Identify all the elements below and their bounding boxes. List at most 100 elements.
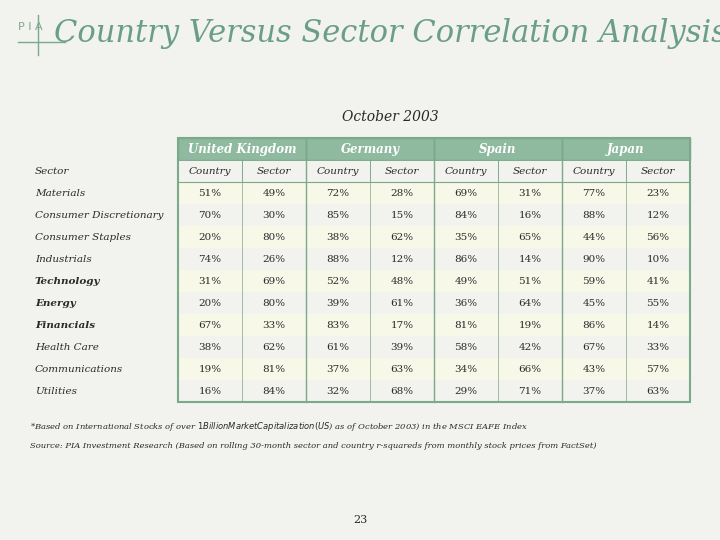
Text: 44%: 44% [582, 233, 606, 241]
Polygon shape [178, 380, 690, 402]
Text: Country Versus Sector Correlation Analysis: Country Versus Sector Correlation Analys… [53, 18, 720, 49]
Text: 84%: 84% [262, 387, 286, 395]
Polygon shape [562, 160, 626, 182]
Text: 49%: 49% [454, 276, 477, 286]
Text: Communications: Communications [35, 364, 123, 374]
Text: 57%: 57% [647, 364, 670, 374]
Text: Technology: Technology [35, 276, 101, 286]
Text: 58%: 58% [454, 342, 477, 352]
Text: Japan: Japan [607, 143, 644, 156]
Polygon shape [626, 160, 690, 182]
Text: 68%: 68% [390, 387, 413, 395]
Text: 63%: 63% [647, 387, 670, 395]
Text: Country: Country [572, 166, 616, 176]
Text: 72%: 72% [326, 188, 350, 198]
Text: United Kingdom: United Kingdom [188, 143, 296, 156]
Text: 42%: 42% [518, 342, 541, 352]
Text: 30%: 30% [262, 211, 286, 219]
Text: P I A: P I A [18, 22, 42, 32]
Text: Sector: Sector [384, 166, 419, 176]
Polygon shape [242, 160, 306, 182]
Text: 17%: 17% [390, 321, 413, 329]
Text: 16%: 16% [518, 211, 541, 219]
Text: Utilities: Utilities [35, 387, 77, 395]
Text: 23: 23 [353, 515, 367, 525]
Text: 37%: 37% [326, 364, 350, 374]
Text: 35%: 35% [454, 233, 477, 241]
Text: 41%: 41% [647, 276, 670, 286]
Polygon shape [562, 138, 690, 160]
Text: 31%: 31% [518, 188, 541, 198]
Text: 12%: 12% [647, 211, 670, 219]
Text: 19%: 19% [199, 364, 222, 374]
Text: Germany: Germany [341, 143, 400, 156]
Text: 67%: 67% [582, 342, 606, 352]
Polygon shape [178, 226, 690, 248]
Text: Spain: Spain [480, 143, 517, 156]
Text: 71%: 71% [518, 387, 541, 395]
Text: 16%: 16% [199, 387, 222, 395]
Text: Consumer Staples: Consumer Staples [35, 233, 131, 241]
Text: 10%: 10% [647, 254, 670, 264]
Polygon shape [178, 292, 690, 314]
Text: 15%: 15% [390, 211, 413, 219]
Text: 36%: 36% [454, 299, 477, 307]
Text: 32%: 32% [326, 387, 350, 395]
Text: 34%: 34% [454, 364, 477, 374]
Polygon shape [498, 160, 562, 182]
Text: 62%: 62% [390, 233, 413, 241]
Text: 80%: 80% [262, 233, 286, 241]
Text: 38%: 38% [199, 342, 222, 352]
Text: 84%: 84% [454, 211, 477, 219]
Text: 69%: 69% [454, 188, 477, 198]
Text: Materials: Materials [35, 188, 85, 198]
Text: 29%: 29% [454, 387, 477, 395]
Text: 65%: 65% [518, 233, 541, 241]
Text: 61%: 61% [390, 299, 413, 307]
Text: 77%: 77% [582, 188, 606, 198]
Text: *Based on International Stocks of over $1 Billion Market Capitalization (US$) as: *Based on International Stocks of over $… [30, 420, 528, 433]
Text: 55%: 55% [647, 299, 670, 307]
Text: 12%: 12% [390, 254, 413, 264]
Text: Sector: Sector [257, 166, 291, 176]
Text: Sector: Sector [641, 166, 675, 176]
Text: 33%: 33% [262, 321, 286, 329]
Polygon shape [178, 138, 306, 160]
Text: October 2003: October 2003 [341, 110, 438, 124]
Text: 81%: 81% [454, 321, 477, 329]
Text: 69%: 69% [262, 276, 286, 286]
Text: 43%: 43% [582, 364, 606, 374]
Text: 61%: 61% [326, 342, 350, 352]
Text: 66%: 66% [518, 364, 541, 374]
Text: 26%: 26% [262, 254, 286, 264]
Text: Sector: Sector [35, 166, 69, 176]
Text: Energy: Energy [35, 299, 76, 307]
Polygon shape [178, 182, 690, 204]
Text: 48%: 48% [390, 276, 413, 286]
Text: Health Care: Health Care [35, 342, 99, 352]
Text: 63%: 63% [390, 364, 413, 374]
Text: 23%: 23% [647, 188, 670, 198]
Text: 45%: 45% [582, 299, 606, 307]
Polygon shape [178, 160, 242, 182]
Text: 28%: 28% [390, 188, 413, 198]
Text: 52%: 52% [326, 276, 350, 286]
Text: 67%: 67% [199, 321, 222, 329]
Text: 19%: 19% [518, 321, 541, 329]
Text: 83%: 83% [326, 321, 350, 329]
Text: 20%: 20% [199, 299, 222, 307]
Polygon shape [178, 314, 690, 336]
Text: 81%: 81% [262, 364, 286, 374]
Text: Source: PIA Investment Research (Based on rolling 30-month sector and country r-: Source: PIA Investment Research (Based o… [30, 442, 596, 450]
Polygon shape [178, 204, 690, 226]
Text: 59%: 59% [582, 276, 606, 286]
Text: 86%: 86% [454, 254, 477, 264]
Polygon shape [306, 138, 434, 160]
Text: 86%: 86% [582, 321, 606, 329]
Text: 80%: 80% [262, 299, 286, 307]
Polygon shape [370, 160, 434, 182]
Text: 39%: 39% [390, 342, 413, 352]
Text: Industrials: Industrials [35, 254, 91, 264]
Text: 14%: 14% [647, 321, 670, 329]
Polygon shape [434, 160, 498, 182]
